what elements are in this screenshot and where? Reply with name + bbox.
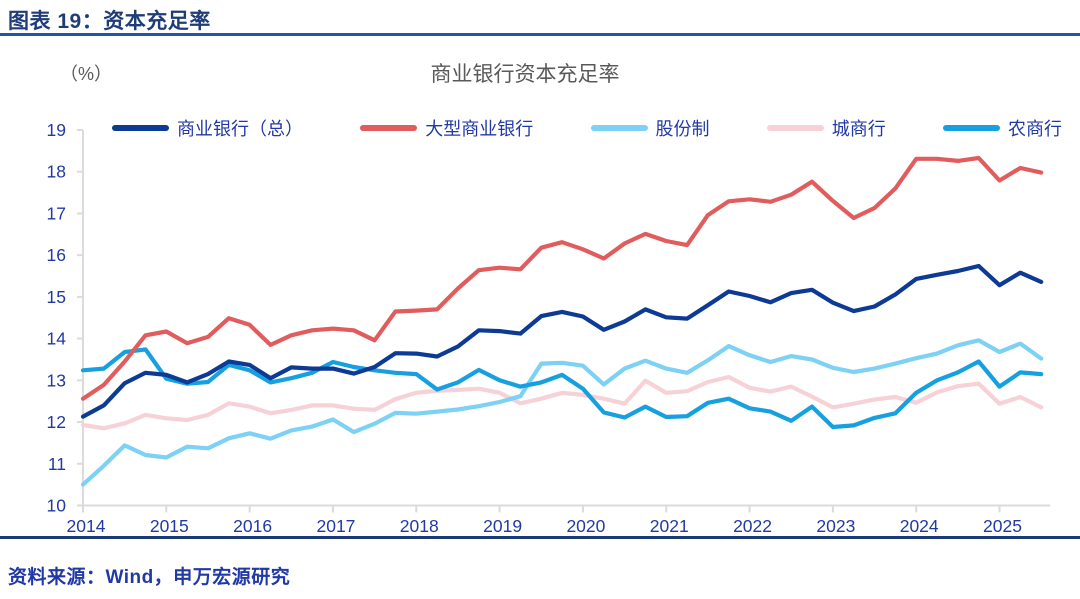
x-tick-label: 2021 [650, 516, 689, 536]
chart-title: 商业银行资本充足率 [430, 63, 620, 86]
y-tick-label: 12 [47, 412, 66, 432]
series-line-joint-stock [80, 338, 1044, 487]
legend-label-total: 商业银行（总） [177, 119, 303, 139]
x-tick-label: 2022 [733, 516, 772, 536]
x-tick-label: 2015 [150, 516, 189, 536]
figure-title: 图表 19：资本充足率 [8, 10, 211, 33]
legend-swatch-total [112, 125, 169, 131]
footer-divider [0, 536, 1080, 539]
data-source: 资料来源：Wind，申万宏源研究 [8, 567, 291, 588]
x-tick-label: 2023 [816, 516, 855, 536]
x-tick-label: 2016 [233, 516, 272, 536]
series-line-large [80, 155, 1044, 401]
x-tick-label: 2019 [483, 516, 522, 536]
legend-item-rural-commercial-banks: 农商行 [943, 115, 1062, 141]
legend-swatch-joint-stock [590, 125, 648, 131]
legend-item-city-commercial-banks: 城商行 [766, 115, 886, 141]
series-line-city [80, 374, 1044, 431]
series-line-total [80, 263, 1044, 419]
legend-item-joint-stock-banks: 股份制 [590, 115, 710, 141]
legend-swatch-rural [943, 125, 1000, 131]
axis-labels: 10 11 12 13 14 15 16 17 18 19 2014 2015 2016 2017 2018… [47, 120, 1022, 536]
y-tick-label: 13 [47, 370, 66, 390]
legend-label-large: 大型商业银行 [425, 119, 534, 139]
y-tick-label: 16 [47, 245, 66, 265]
x-tick-label: 2025 [983, 516, 1022, 536]
legend-label-city: 城商行 [831, 119, 886, 139]
legend-item-large-commercial-banks: 大型商业银行 [360, 115, 533, 141]
x-tick-label: 2024 [900, 516, 939, 536]
chart-legend: 商业银行（总） 大型商业银行 股份制 城商行 农商行 [112, 116, 1062, 140]
y-tick-label: 17 [47, 203, 66, 223]
y-tick-label: 19 [47, 120, 66, 140]
x-tick-label: 2014 [67, 516, 106, 536]
axes [77, 129, 1050, 513]
legend-swatch-large [360, 125, 418, 131]
legend-swatch-city [766, 125, 824, 131]
x-tick-label: 2020 [566, 516, 605, 536]
y-tick-label: 11 [48, 454, 66, 474]
x-tick-label: 2017 [316, 516, 355, 536]
legend-label-rural: 农商行 [1008, 119, 1062, 139]
y-axis-unit-label: （%） [60, 64, 113, 84]
y-tick-label: 10 [47, 495, 67, 515]
y-tick-label: 14 [47, 329, 67, 349]
y-tick-label: 18 [47, 162, 66, 182]
series-line-rural [80, 347, 1044, 430]
title-divider [0, 33, 1080, 36]
x-tick-label: 2018 [400, 516, 439, 536]
y-tick-label: 15 [47, 287, 66, 307]
legend-label-joint-stock: 股份制 [655, 119, 710, 139]
legend-item-commercial-banks-total: 商业银行（总） [112, 115, 303, 141]
series-lines [80, 155, 1044, 487]
